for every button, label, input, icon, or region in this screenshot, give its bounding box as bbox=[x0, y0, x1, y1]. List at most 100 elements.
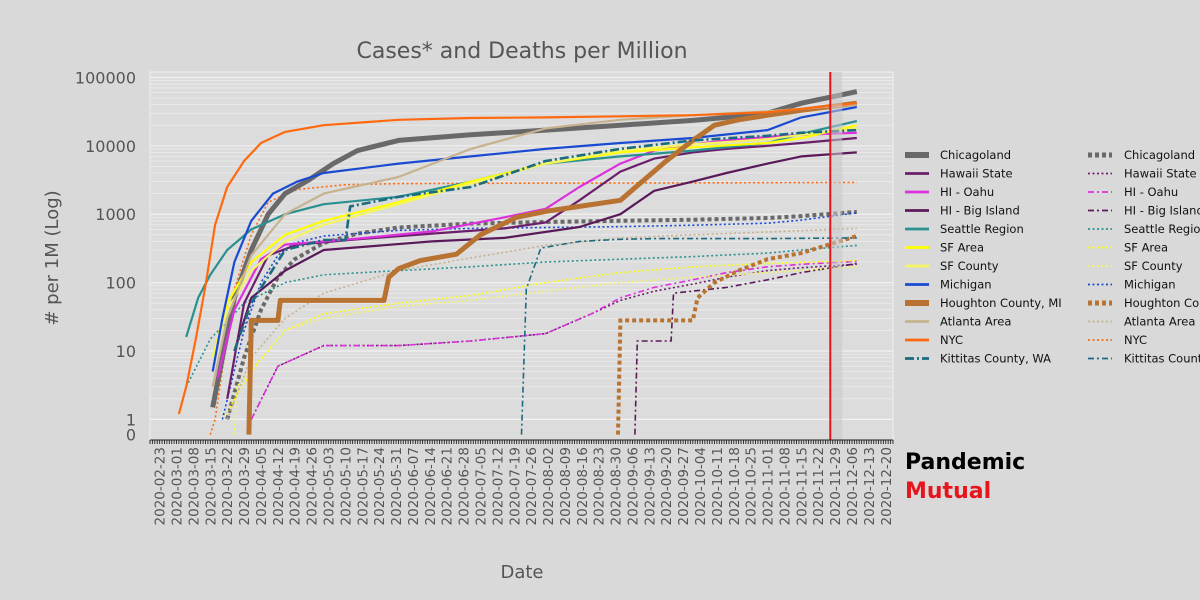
legend-label-michigan-deaths: Michigan bbox=[1124, 278, 1176, 292]
series-kittitas-county-wa-deaths bbox=[520, 237, 857, 435]
legend-label-seattle-region-deaths: Seattle Region bbox=[1124, 222, 1200, 236]
grid bbox=[149, 71, 894, 441]
x-axis: 2020-02-23 2020-03-01 2020-03-08 2020-03-15… bbox=[149, 439, 895, 525]
y-tick-label: 100000 bbox=[75, 68, 136, 87]
x-tick-label: 2020-07-26 bbox=[524, 447, 540, 525]
legend-label-sf-area-deaths: SF Area bbox=[1124, 241, 1168, 255]
series-atlanta-area-deaths bbox=[226, 227, 857, 420]
x-tick-label: 2020-10-11 bbox=[710, 447, 726, 525]
x-tick-label: 2020-10-18 bbox=[727, 447, 743, 525]
x-tick-label: 2020-10-04 bbox=[693, 447, 709, 525]
brand-pandemic: Pandemic bbox=[905, 450, 1026, 475]
legend-label-hawaii-state-deaths: Hawaii State bbox=[1124, 167, 1197, 181]
x-tick-label: 2020-12-13 bbox=[862, 447, 878, 525]
y-axis: 100000 10000 1000 100 10 10 bbox=[75, 68, 136, 444]
legend: Chicagoland Chicagoland Hawaii State Hawaii… bbox=[905, 148, 1200, 366]
x-tick-label: 2020-04-12 bbox=[271, 447, 287, 525]
x-tick-label: 2020-09-06 bbox=[625, 447, 641, 525]
legend-label-nyc-deaths: NYC bbox=[1124, 333, 1147, 347]
x-tick-label: 2020-03-15 bbox=[203, 447, 219, 525]
x-tick-label: 2020-03-22 bbox=[220, 447, 236, 525]
y-axis-label: # per 1M (Log) bbox=[42, 190, 63, 325]
legend-label-atlanta-area-deaths: Atlanta Area bbox=[1124, 315, 1195, 329]
x-tick-label: 2020-05-31 bbox=[389, 447, 405, 525]
legend-label-hawaii-state-cases: Hawaii State bbox=[940, 167, 1013, 181]
legend-label-atlanta-area-cases: Atlanta Area bbox=[940, 315, 1011, 329]
x-tick-label: 2020-08-16 bbox=[575, 447, 591, 525]
x-axis-label: Date bbox=[500, 562, 543, 583]
x-tick-label: 2020-03-29 bbox=[237, 447, 253, 525]
x-tick-label: 2020-08-02 bbox=[541, 447, 557, 525]
y-tick-label: 1 bbox=[126, 410, 136, 429]
series-hi-big-island-deaths bbox=[634, 262, 857, 435]
series-michigan-cases bbox=[211, 105, 858, 372]
legend-label-nyc-cases: NYC bbox=[940, 333, 963, 347]
series-sf-county-cases bbox=[211, 127, 857, 358]
x-tick-label: 2020-03-01 bbox=[170, 447, 186, 525]
legend-label-sf-area-cases: SF Area bbox=[940, 241, 984, 255]
x-tick-label: 2020-11-15 bbox=[794, 447, 810, 525]
x-tick-label: 2020-09-27 bbox=[676, 447, 692, 525]
legend-label-houghton-county-mi-deaths: Houghton County, MI bbox=[1124, 296, 1200, 310]
x-tick-label: 2020-08-09 bbox=[558, 447, 574, 525]
legend-label-houghton-county-mi-cases: Houghton County, MI bbox=[940, 296, 1062, 310]
x-tick-label: 2020-12-06 bbox=[845, 447, 861, 525]
series-sf-county-deaths bbox=[233, 266, 857, 435]
legend-label-hi-oahu-deaths: HI - Oahu bbox=[1124, 185, 1178, 199]
legend-label-hi-big-island-cases: HI - Big Island bbox=[940, 204, 1020, 218]
y-tick-label: 0 bbox=[126, 426, 136, 445]
x-tick-label: 2020-04-05 bbox=[254, 447, 270, 525]
x-tick-label: 2020-03-08 bbox=[186, 447, 202, 525]
legend-label-sf-county-deaths: SF County bbox=[1124, 259, 1183, 273]
y-tick-label: 1000 bbox=[95, 205, 136, 224]
x-tick-label: 2020-08-23 bbox=[592, 447, 608, 525]
series-sf-area-cases bbox=[211, 124, 858, 358]
x-tick-label: 2020-12-20 bbox=[879, 447, 895, 525]
series-hi-oahu-deaths bbox=[250, 260, 857, 420]
x-tick-label: 2020-02-23 bbox=[153, 447, 169, 525]
brand-mutual: Mutual bbox=[905, 479, 992, 504]
x-tick-label: 2020-11-29 bbox=[828, 447, 844, 525]
x-tick-label: 2020-06-07 bbox=[406, 447, 422, 525]
series-houghton-county-mi-cases bbox=[246, 100, 858, 435]
y-tick-label: 10000 bbox=[85, 137, 136, 156]
x-tick-label: 2020-05-17 bbox=[355, 447, 371, 525]
x-tick-label: 2020-08-30 bbox=[609, 447, 625, 525]
legend-label-kittitas-county-wa-cases: Kittitas County, WA bbox=[940, 352, 1051, 366]
x-tick-label: 2020-06-28 bbox=[457, 447, 473, 525]
series-chicagoland-deaths bbox=[225, 209, 857, 420]
legend-label-seattle-region-cases: Seattle Region bbox=[940, 222, 1024, 236]
x-tick-label: 2020-07-19 bbox=[507, 447, 523, 525]
series-kittitas-county-wa-cases bbox=[233, 128, 857, 352]
series-houghton-county-mi-deaths bbox=[616, 234, 858, 435]
x-tick-label: 2020-05-10 bbox=[338, 447, 354, 525]
series-nyc-cases bbox=[177, 102, 857, 415]
x-tick-label: 2020-05-24 bbox=[372, 447, 388, 525]
x-tick-label: 2020-05-03 bbox=[322, 447, 338, 525]
x-tick-label: 2020-04-26 bbox=[305, 447, 321, 525]
y-tick-label: 100 bbox=[105, 274, 136, 293]
x-tick-label: 2020-11-08 bbox=[777, 447, 793, 525]
x-tick-label: 2020-06-21 bbox=[440, 447, 456, 525]
legend-label-michigan-cases: Michigan bbox=[940, 278, 992, 292]
legend-label-sf-county-cases: SF County bbox=[940, 259, 999, 273]
chart-title: Cases* and Deaths per Million bbox=[356, 39, 687, 64]
legend-label-chicagoland-cases: Chicagoland bbox=[940, 148, 1011, 162]
legend-label-chicagoland-deaths: Chicagoland bbox=[1124, 148, 1195, 162]
x-tick-label: 2020-11-01 bbox=[761, 447, 777, 525]
series-group bbox=[177, 89, 858, 435]
x-tick-label: 2020-09-20 bbox=[659, 447, 675, 525]
x-tick-label: 2020-07-12 bbox=[490, 447, 506, 525]
legend-label-hi-big-island-deaths: HI - Big Island bbox=[1124, 204, 1200, 218]
x-tick-label: 2020-07-05 bbox=[473, 447, 489, 525]
legend-label-hi-oahu-cases: HI - Oahu bbox=[940, 185, 994, 199]
x-tick-label: 2020-10-25 bbox=[744, 447, 760, 525]
x-tick-label: 2020-04-19 bbox=[288, 447, 304, 525]
x-tick-label: 2020-09-13 bbox=[642, 447, 658, 525]
legend-label-kittitas-county-wa-deaths: Kittitas County, WA bbox=[1124, 352, 1200, 366]
y-tick-label: 10 bbox=[116, 342, 136, 361]
marker-shadow bbox=[830, 72, 843, 440]
marker-group bbox=[829, 72, 843, 440]
x-tick-label: 2020-06-14 bbox=[423, 447, 439, 525]
